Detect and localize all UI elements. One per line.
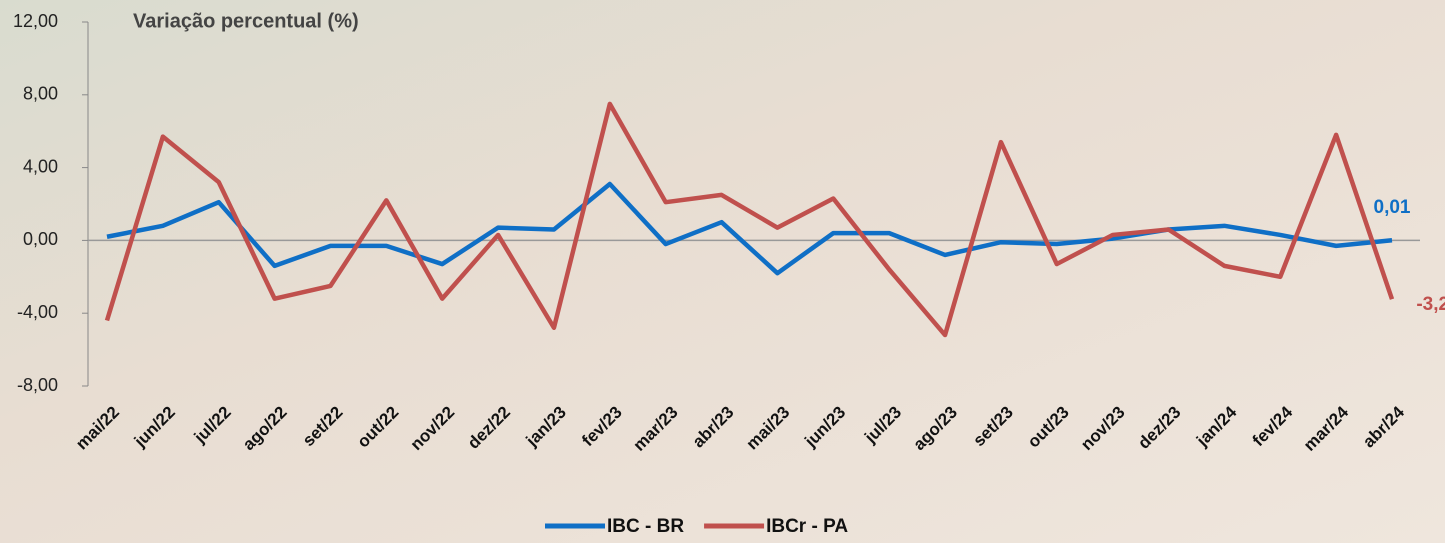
data-label: -3,23 <box>1416 294 1445 315</box>
line-series <box>104 101 1395 338</box>
y-tick-label: 8,00 <box>23 84 58 104</box>
y-tick-label: -4,00 <box>17 302 58 322</box>
y-tick-label: 12,00 <box>13 11 58 31</box>
y-axis-title: Variação percentual (%) <box>133 10 359 32</box>
legend-label: IBCr - PA <box>766 516 848 537</box>
legend-label: IBC - BR <box>607 516 684 537</box>
line-series <box>106 181 1393 276</box>
y-tick-label: 4,00 <box>23 156 58 176</box>
data-label: 0,01 <box>1374 197 1411 218</box>
y-tick-label: -8,00 <box>17 375 58 395</box>
y-tick-label: 0,00 <box>23 229 58 249</box>
